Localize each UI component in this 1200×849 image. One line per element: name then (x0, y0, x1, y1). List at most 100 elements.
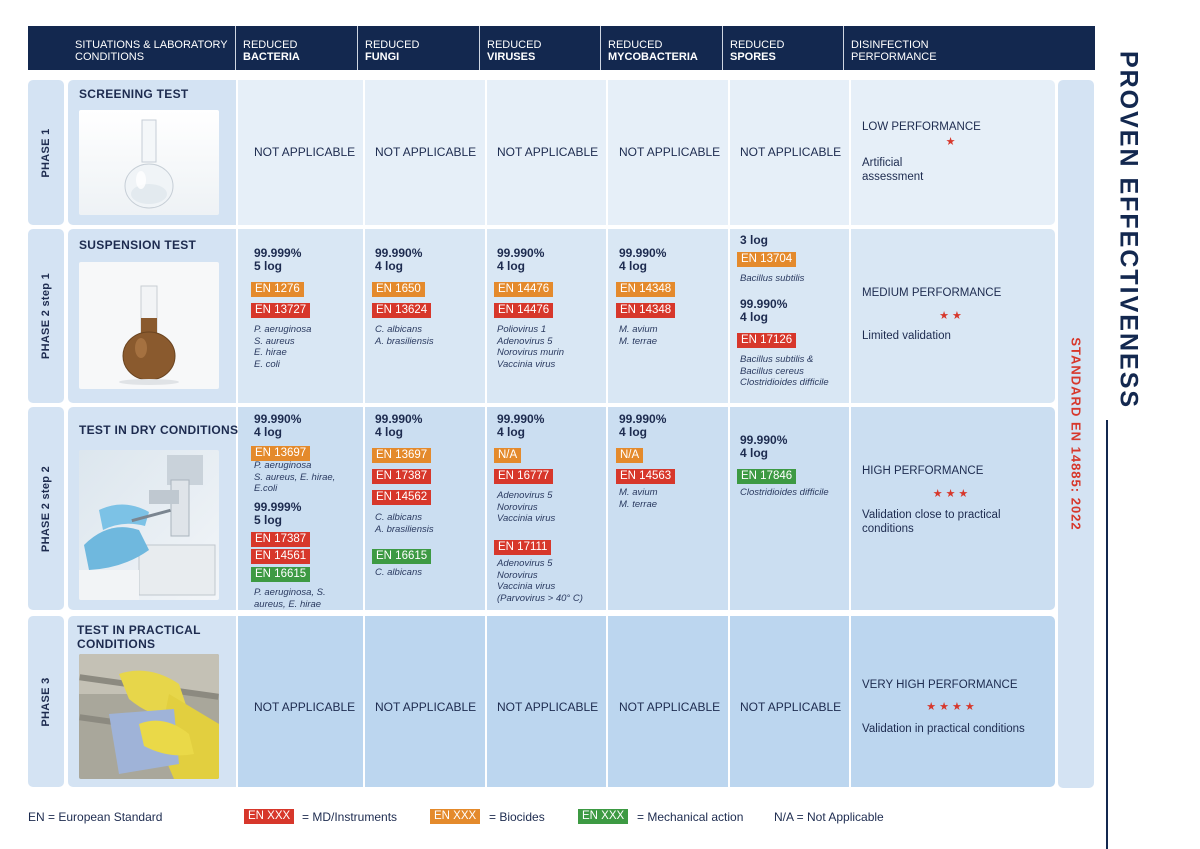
spores-reduction: 99.990% 4 log (740, 297, 788, 324)
standard-badge: EN 14563 (616, 469, 676, 484)
organism-list: Bacillus subtilis & Bacillus cereus Clos… (740, 354, 829, 388)
header-viruses: REDUCED VIRUSES (480, 26, 601, 70)
organism-list: C. albicans (375, 567, 422, 578)
standard-badge: EN 17111 (494, 540, 552, 555)
spores-not-applicable: NOT APPLICABLE (740, 145, 842, 159)
performance-title: LOW PERFORMANCE (862, 121, 981, 133)
organism-list: P. aeruginosa S. aureus, E. hirae, E.col… (254, 460, 336, 494)
standard-badge: N/A (616, 448, 644, 463)
fungi-not-applicable: NOT APPLICABLE (375, 145, 477, 159)
performance-title: VERY HIGH PERFORMANCE (862, 679, 1018, 691)
star-rating: ★★★ (932, 488, 972, 500)
organism-list: Poliovirus 1 Adenovirus 5 Norovirus muri… (497, 324, 565, 370)
standard-badge: EN 17387 (251, 532, 311, 547)
header-mycobacteria: REDUCED MYCOBACTERIA (601, 26, 723, 70)
organism-list: Bacillus subtilis (740, 273, 805, 284)
viruses-reduction: 99.990% 4 log (497, 246, 545, 273)
fungi-not-applicable: NOT APPLICABLE (375, 700, 477, 714)
standard-badge: EN 1276 (251, 282, 304, 297)
performance-title: HIGH PERFORMANCE (862, 465, 984, 477)
phase-label: PHASE 2 step 1 (28, 229, 64, 403)
standard-badge: EN 17387 (372, 469, 432, 484)
table-row (68, 80, 1055, 225)
standard-badge: EN 14348 (616, 282, 676, 297)
viruses-reduction: 99.990% 4 log (497, 412, 545, 439)
spores-reduction: 3 log (740, 233, 769, 247)
test-title: SCREENING TEST (79, 87, 189, 101)
organism-list: P. aeruginosa S. aureus E. hirae E. coli (254, 324, 312, 370)
flask-clear-photo (79, 110, 219, 215)
bacteria-not-applicable: NOT APPLICABLE (254, 145, 356, 159)
test-title: TEST IN PRACTICAL CONDITIONS (77, 623, 201, 651)
header-situations: SITUATIONS & LABORATORY CONDITIONS (68, 26, 236, 70)
standard-badge: EN 16615 (372, 549, 432, 564)
organism-list: C. albicans A. brasiliensis (375, 512, 434, 535)
standard-badge: EN 14561 (251, 549, 311, 564)
spores-not-applicable: NOT APPLICABLE (740, 700, 842, 714)
mycobacteria-reduction: 99.990% 4 log (619, 412, 667, 439)
legend-badge-red: EN XXX (244, 809, 295, 824)
organism-list: Adenovirus 5 Norovirus Vaccinia virus (P… (497, 558, 583, 604)
performance-title: MEDIUM PERFORMANCE (862, 287, 1002, 299)
standard-badge: EN 1650 (372, 282, 425, 297)
mycobacteria-not-applicable: NOT APPLICABLE (619, 145, 721, 159)
legend-not-applicable: N/A = Not Applicable (774, 810, 884, 824)
organism-list: M. avium M. terrae (619, 487, 658, 510)
standard-badge: N/A (494, 448, 522, 463)
phase-label: PHASE 3 (28, 616, 64, 787)
standard-badge: EN 14562 (372, 490, 432, 505)
star-rating: ★★ (939, 310, 965, 322)
standard-badge: EN 14476 (494, 282, 554, 297)
standard-badge: EN 16777 (494, 469, 554, 484)
star-rating: ★★★★ (926, 701, 978, 713)
legend-biocides: = Biocides (489, 810, 545, 824)
header-fungi: REDUCED FUNGI (358, 26, 480, 70)
table-header: SITUATIONS & LABORATORY CONDITIONS REDUC… (28, 26, 1095, 70)
standard-badge: EN 13697 (372, 448, 432, 463)
standard-badge: EN 13727 (251, 303, 311, 318)
flask-brown-liquid-photo (79, 262, 219, 389)
standard-badge: EN 16615 (251, 567, 311, 582)
legend-european-standard: EN = European Standard (28, 810, 163, 824)
performance-description: Limited validation (862, 330, 951, 342)
fungi-reduction: 99.990% 4 log (375, 412, 423, 439)
header-bacteria: REDUCED BACTERIA (236, 26, 358, 70)
organism-list: Clostridioides difficile (740, 487, 829, 498)
legend-badge-orange: EN XXX (430, 809, 481, 824)
standard-badge: EN 13704 (737, 252, 797, 267)
standard-badge: EN 13624 (372, 303, 432, 318)
legend-badge-green: EN XXX (578, 809, 629, 824)
standard-badge: EN 13697 (251, 446, 311, 461)
standard-band: STANDARD EN 14885: 2022 (1058, 80, 1094, 788)
standard-badge: EN 17846 (737, 469, 797, 484)
organism-list: C. albicans A. brasiliensis (375, 324, 434, 347)
mycobacteria-reduction: 99.990% 4 log (619, 246, 667, 273)
bacteria-not-applicable: NOT APPLICABLE (254, 700, 356, 714)
laboratory-microscope-photo (79, 450, 219, 600)
bacteria-reduction: 99.999% 5 log (254, 500, 302, 527)
performance-description: Artificial assessment (862, 157, 924, 183)
organism-list: P. aeruginosa, S. aureus, E. hirae (254, 587, 326, 610)
performance-description: Validation in practical conditions (862, 723, 1025, 735)
organism-list: M. avium M. terrae (619, 324, 658, 347)
standard-badge: EN 14348 (616, 303, 676, 318)
phase-label: PHASE 1 (28, 80, 64, 225)
standard-badge: EN 14476 (494, 303, 554, 318)
legend-md-instruments: = MD/Instruments (302, 810, 398, 824)
bacteria-reduction: 99.990% 4 log (254, 412, 302, 439)
title-divider-line (1106, 420, 1108, 849)
standard-badge: EN 17126 (737, 333, 797, 348)
viruses-not-applicable: NOT APPLICABLE (497, 145, 599, 159)
bacteria-reduction: 99.999% 5 log (254, 246, 302, 273)
legend-mechanical-action: = Mechanical action (637, 810, 744, 824)
spores-reduction: 99.990% 4 log (740, 433, 788, 460)
organism-list: Adenovirus 5 Norovirus Vaccinia virus (497, 490, 556, 524)
performance-description: Validation close to practical conditions (862, 509, 1001, 535)
phase-label: PHASE 2 step 2 (28, 407, 64, 610)
header-performance: DISINFECTION PERFORMANCE (851, 39, 937, 63)
mycobacteria-not-applicable: NOT APPLICABLE (619, 700, 721, 714)
page-title: PROVEN EFFECTIVENESS (1114, 50, 1143, 410)
star-rating: ★ (945, 136, 959, 148)
gloved-hand-cleaning-photo (79, 654, 219, 779)
header-spores: REDUCED SPORES (723, 26, 844, 70)
